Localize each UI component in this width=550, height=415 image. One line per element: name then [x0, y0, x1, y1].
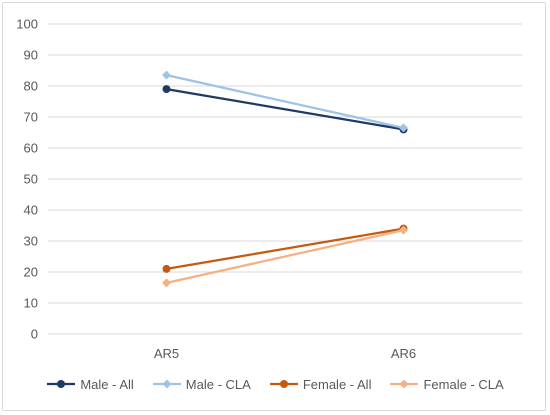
y-tick-label: 0	[31, 327, 38, 342]
legend-marker	[57, 380, 66, 388]
series-line	[166, 87, 404, 131]
y-tick-label: 100	[16, 17, 38, 32]
legend-marker	[162, 379, 172, 389]
legend-item: Male - CLA	[152, 377, 251, 392]
legend: Male - All Male - CLA Female - All Female -…	[0, 372, 550, 396]
data-point	[162, 278, 171, 288]
series-line	[166, 74, 404, 129]
legend-item: Male - All	[46, 376, 134, 392]
series-male-all	[162, 85, 408, 134]
gridlines	[48, 23, 522, 335]
y-tick-label: 40	[24, 203, 38, 218]
legend-swatch	[269, 380, 298, 388]
x-tick-label: AR5	[154, 346, 179, 361]
y-tick-label: 70	[24, 110, 38, 125]
y-tick-label: 90	[24, 48, 38, 63]
legend-swatch	[390, 379, 419, 389]
legend-marker	[279, 380, 288, 388]
x-axis-ticks: AR5 AR6	[154, 346, 416, 361]
data-point	[162, 264, 171, 273]
legend-label: Female - All	[302, 376, 372, 392]
legend-swatch	[152, 379, 181, 389]
legend-label: Female - CLA	[423, 376, 504, 392]
y-tick-label: 30	[24, 234, 38, 249]
chart-frame	[2, 2, 546, 411]
legend-item: Female - All	[269, 376, 372, 392]
y-tick-label: 10	[24, 296, 38, 311]
data-point	[162, 85, 171, 94]
data-point	[162, 70, 171, 80]
y-tick-label: 20	[24, 265, 38, 280]
series-line	[166, 229, 404, 284]
series-female-cla	[162, 225, 408, 288]
y-tick-label: 80	[24, 79, 38, 94]
y-axis-ticks: 0 10 20 30 40 50 60 70 80 90 100	[16, 17, 38, 342]
legend-label: Male - All	[80, 376, 134, 392]
legend-marker	[399, 379, 409, 389]
data-point	[399, 123, 408, 133]
y-tick-label: 60	[24, 141, 38, 156]
x-tick-label: AR6	[391, 346, 416, 361]
y-tick-label: 50	[24, 172, 38, 187]
legend-label: Male - CLA	[185, 376, 251, 392]
series-male-cla	[162, 70, 408, 133]
data-point	[399, 225, 408, 235]
series-female-all	[162, 224, 408, 273]
legend-swatch	[47, 380, 76, 388]
series-lines	[162, 70, 408, 288]
series-line	[166, 227, 404, 271]
legend-item: Female - CLA	[389, 376, 504, 392]
